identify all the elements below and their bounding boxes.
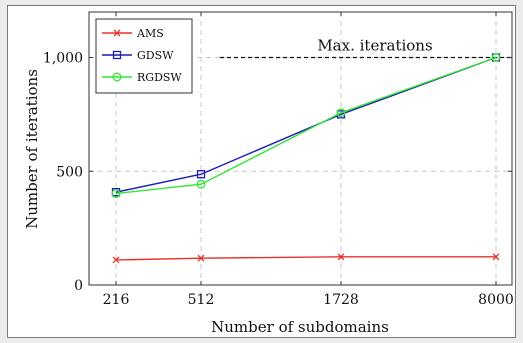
- legend-label: GDSW: [137, 49, 174, 62]
- x-tick-label: 512: [188, 292, 215, 308]
- x-tick-label: 8000: [478, 292, 514, 308]
- y-axis-title: Number of iterations: [23, 69, 41, 229]
- line-chart: Max. iterations 216 512 1728 800005001,000 …: [23, 11, 514, 336]
- data-point-ams: [492, 253, 500, 261]
- data-point-ams: [112, 256, 120, 264]
- x-tick-label: 1728: [323, 292, 359, 308]
- data-point-rgdsw: [196, 179, 206, 189]
- series-line-ams: [115, 256, 496, 261]
- series-group: [111, 53, 501, 264]
- axis-ticks: 216 512 1728 8000 0 500 1,000: [43, 12, 514, 308]
- data-point-rgdsw: [491, 53, 501, 62]
- data-point-ams: [197, 254, 205, 262]
- legend-entry-rgdsw: RGDSW: [102, 71, 182, 84]
- series-rgdsw: [111, 53, 501, 198]
- chart-frame: Max. iterations 216 512 1728 8000 0 500 1,000 …: [7, 5, 516, 338]
- data-point-rgdsw: [336, 108, 346, 118]
- legend-label: AMS: [136, 27, 164, 40]
- x-axis-title: Number of subdomains: [211, 318, 389, 336]
- series-ams: [112, 253, 500, 264]
- legend-label: RGDSW: [137, 71, 182, 84]
- series-line-rgdsw: [115, 56, 497, 195]
- legend: AMS GDSW RGDSW: [95, 18, 193, 94]
- y-tick-label: 1,000: [43, 51, 83, 67]
- legend-marker-rgdsw: [112, 72, 122, 82]
- y-tick-label: 0: [74, 278, 83, 294]
- legend-marker-gdsw: [112, 50, 122, 60]
- max-iterations-label: Max. iterations: [317, 37, 432, 55]
- plot-area-border: [88, 11, 513, 286]
- legend-box: [95, 18, 193, 94]
- y-tick-label: 500: [56, 164, 83, 180]
- legend-entry-gdsw: GDSW: [102, 49, 174, 62]
- annotations: Max. iterations: [220, 37, 512, 59]
- legend-entry-ams: AMS: [102, 27, 164, 40]
- data-point-ams: [337, 253, 345, 261]
- series-line-gdsw: [115, 56, 497, 193]
- x-tick-label: 216: [103, 292, 130, 308]
- data-point-gdsw: [196, 170, 206, 179]
- legend-marker-ams: [113, 29, 121, 37]
- data-point-rgdsw: [111, 189, 121, 198]
